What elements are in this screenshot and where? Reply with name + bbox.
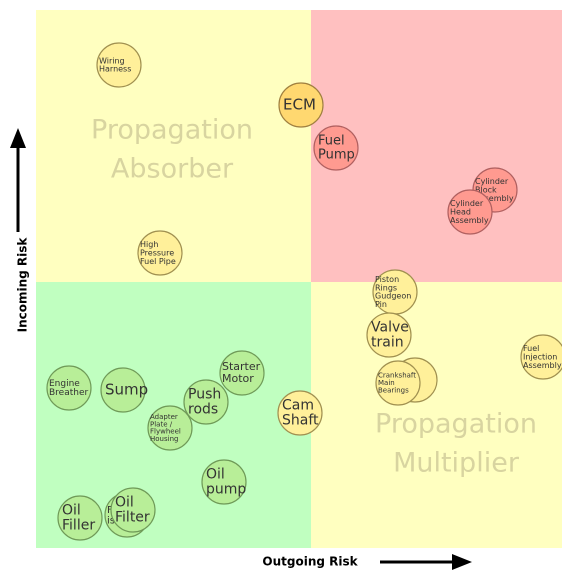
node-label: Assembly: [475, 194, 514, 203]
node: [137, 230, 183, 276]
y-axis-label: Incoming Risk: [16, 237, 30, 333]
node-label: Main: [378, 379, 395, 387]
node-label: Oil: [206, 467, 225, 483]
node: [183, 379, 229, 425]
node: [277, 390, 323, 436]
node-label: Gudgeon: [375, 292, 411, 301]
node-label: Cylinder: [475, 177, 509, 186]
node-label: Pressure: [140, 249, 174, 258]
node-label: rods: [188, 401, 218, 417]
quadrant-label: Propagation: [91, 115, 253, 146]
node: [201, 459, 247, 505]
nodes: WiringHarnessECMFuelPumpCylinderBlockAss…: [46, 42, 562, 541]
node-label: F: [107, 505, 113, 516]
node-label: Assembly: [450, 216, 489, 225]
node: [110, 487, 156, 533]
node-label: Oil: [115, 495, 134, 511]
node-label: High: [140, 240, 158, 249]
node-label: Housing: [150, 435, 178, 443]
node-label: Shaft: [282, 412, 319, 428]
node: [147, 405, 193, 451]
node: [100, 367, 146, 413]
node-label: Motor: [222, 372, 254, 385]
node: [57, 495, 103, 541]
node-label: Harness: [99, 65, 131, 74]
node: [366, 312, 412, 358]
node-label: Cylinder: [450, 199, 484, 208]
node-label: Push: [188, 387, 221, 403]
node-label: Assembly: [523, 361, 562, 370]
node: [447, 189, 493, 235]
arrow-head: [10, 128, 26, 148]
node-label: Pump: [318, 147, 355, 162]
node-label: Flywheel: [150, 428, 181, 436]
node-label: Head: [450, 208, 471, 217]
node: [278, 82, 324, 128]
node: [375, 360, 421, 406]
quadrant-label: Absorber: [111, 154, 234, 185]
node-label: Pin: [375, 300, 387, 309]
x-axis-label: Outgoing Risk: [262, 555, 358, 569]
node-label: Breather: [49, 388, 88, 398]
node-label: Cam: [282, 398, 314, 414]
node-label: Block: [475, 186, 497, 195]
node: [96, 42, 142, 88]
node-label: Piston: [375, 275, 399, 284]
node-label: Oil: [62, 503, 81, 519]
node-label: Rings: [375, 283, 397, 292]
node-label: Bearings: [378, 386, 409, 394]
quadrant: [311, 282, 562, 548]
node-label: Fuel: [523, 344, 539, 353]
node-label: Fuel: [318, 134, 345, 149]
node-label: Sump: [105, 381, 148, 399]
node-label: train: [371, 334, 404, 350]
node-label: Adapter: [150, 413, 178, 421]
arrow-head: [452, 554, 472, 570]
quadrant-label: Propagation: [375, 409, 537, 440]
node-label: Injection: [523, 353, 557, 362]
node-label: ECM: [283, 96, 316, 114]
node-label: Starter: [222, 360, 261, 373]
node: [219, 350, 265, 396]
node: [313, 125, 359, 171]
node-label: Fuel Pipe: [140, 257, 176, 266]
node-label: Filler: [62, 517, 95, 533]
node-label: Engine: [49, 379, 80, 389]
node-label: Plate /: [150, 420, 173, 428]
node-label: Wiring: [99, 56, 125, 65]
node: [46, 365, 92, 411]
node-label: is: [107, 515, 115, 526]
node: [520, 334, 562, 380]
node-label: pump: [206, 481, 246, 497]
node-label: Crankshaft: [378, 372, 416, 380]
quadrant-label: Multiplier: [393, 448, 520, 479]
node-label: Valve: [371, 320, 409, 336]
node-label: Filter: [115, 509, 150, 525]
